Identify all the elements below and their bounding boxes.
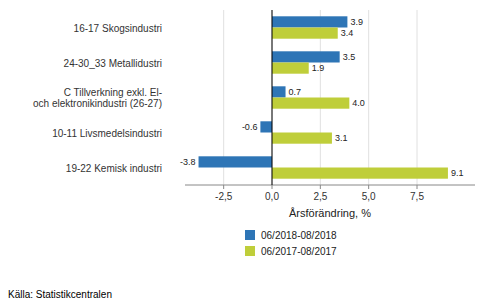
bar bbox=[272, 51, 340, 62]
grid-line bbox=[368, 10, 369, 185]
bar bbox=[272, 86, 286, 97]
legend-swatch bbox=[245, 230, 255, 240]
legend: 06/2018-08/2018 06/2017-08/2017 bbox=[245, 230, 337, 257]
tick-label: 2,5 bbox=[313, 191, 327, 202]
data-label: 1.9 bbox=[312, 63, 325, 73]
bar bbox=[272, 28, 338, 39]
x-axis-title: Årsförändring, % bbox=[289, 207, 371, 219]
data-label: 4.0 bbox=[352, 98, 365, 108]
tick-label: 0,0 bbox=[265, 191, 279, 202]
zero-line bbox=[272, 10, 273, 185]
source-note: Källa: Statistikcentralen bbox=[8, 289, 112, 300]
data-label: 0.7 bbox=[289, 87, 302, 97]
bar bbox=[272, 63, 309, 74]
legend-swatch bbox=[245, 246, 255, 256]
category-label: C Tillverkning exkl. El-och elektronikin… bbox=[33, 87, 162, 109]
category-label: 16-17 Skogsindustri bbox=[74, 22, 162, 33]
bar bbox=[199, 156, 272, 167]
chart: -2,5 0,0 2,5 5,0 7,5 -3.8 -0.6 0.7 3.5 3.9 9.1 3.1 4… bbox=[0, 0, 493, 304]
legend-label: 06/2017-08/2017 bbox=[261, 246, 337, 257]
tick-mark bbox=[368, 185, 369, 189]
bar bbox=[272, 168, 448, 179]
tick-mark bbox=[417, 185, 418, 189]
bar bbox=[272, 133, 332, 144]
data-labels: -3.8 -0.6 0.7 3.5 3.9 9.1 3.1 4.0 1.9 3.4 bbox=[180, 17, 463, 178]
data-label: 3.4 bbox=[341, 28, 354, 38]
grid-line bbox=[417, 10, 418, 185]
y-axis: 19-22 Kemisk industri 10-11 Livsmedelsind… bbox=[33, 22, 162, 173]
data-label: -3.8 bbox=[180, 157, 196, 167]
bar bbox=[272, 98, 349, 109]
data-label: 9.1 bbox=[451, 168, 464, 178]
category-label: 10-11 Livsmedelsindustri bbox=[52, 127, 162, 138]
chart-container: -2,5 0,0 2,5 5,0 7,5 -3.8 -0.6 0.7 3.5 3.9 9.1 3.1 4… bbox=[0, 0, 493, 304]
data-label: 3.1 bbox=[335, 133, 348, 143]
tick-mark bbox=[223, 185, 224, 189]
data-label: -0.6 bbox=[242, 122, 258, 132]
bars bbox=[199, 16, 448, 178]
data-label: 3.5 bbox=[343, 52, 356, 62]
bar bbox=[260, 121, 272, 132]
tick-label: 7,5 bbox=[410, 191, 424, 202]
x-axis-line bbox=[185, 185, 475, 186]
legend-label: 06/2018-08/2018 bbox=[261, 230, 337, 241]
category-label: 24-30_33 Metallidustri bbox=[64, 57, 162, 68]
tick-mark bbox=[272, 185, 273, 189]
tick-label: -2,5 bbox=[215, 191, 233, 202]
tick-label: 5,0 bbox=[362, 191, 376, 202]
x-axis: -2,5 0,0 2,5 5,0 7,5 bbox=[185, 185, 475, 202]
bar bbox=[272, 16, 347, 27]
tick-mark bbox=[320, 185, 321, 189]
grid-line bbox=[272, 10, 273, 185]
category-label: 19-22 Kemisk industri bbox=[66, 162, 162, 173]
data-label: 3.9 bbox=[350, 17, 363, 27]
